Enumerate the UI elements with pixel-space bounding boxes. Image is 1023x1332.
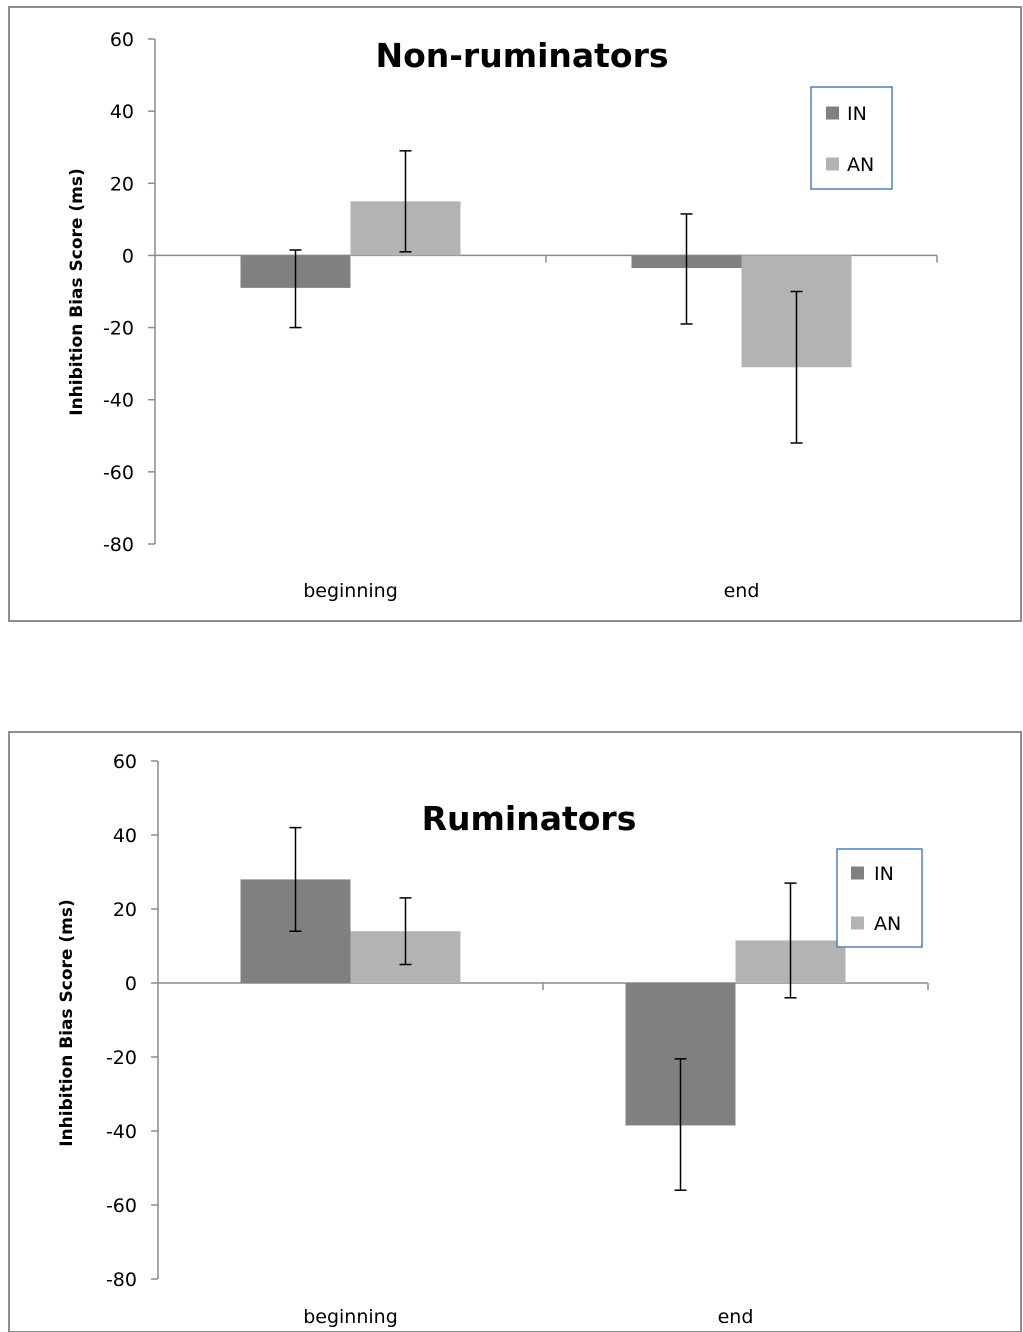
legend-label-an: AN [874, 913, 901, 935]
y-tick-label: -20 [106, 1047, 137, 1069]
y-tick-label: 60 [110, 29, 134, 51]
category-label-end: end [718, 1306, 754, 1328]
chart-title: Ruminators [422, 799, 637, 838]
chart-non-ruminators: 60 40 20 0 -20 -40 -60 -80 beginning end Non-rumin… [8, 6, 1022, 622]
y-tick-label: 60 [113, 751, 137, 773]
legend-swatch-an [826, 157, 839, 171]
category-label-beginning: beginning [303, 580, 398, 602]
y-tick-label: -80 [103, 534, 134, 556]
y-tick-label: 20 [110, 173, 134, 195]
chart-frame [8, 6, 1022, 622]
y-tick-label: 20 [113, 899, 137, 921]
y-tick-label: 0 [125, 973, 137, 995]
y-tick-label: 0 [122, 245, 134, 267]
y-tick-label: -60 [103, 462, 134, 484]
y-axis-label: Inhibition Bias Score (ms) [67, 168, 87, 416]
y-axis-label: Inhibition Bias Score (ms) [57, 899, 77, 1147]
y-tick-label: -40 [103, 390, 134, 412]
y-tick-label: 40 [110, 101, 134, 123]
category-label-beginning: beginning [303, 1306, 398, 1328]
y-tick-label: -60 [106, 1195, 137, 1217]
category-label-end: end [724, 580, 760, 602]
legend-box [810, 86, 893, 190]
chart-panel-ruminators: 60 40 20 0 -20 -40 -60 -80 beginning end Ruminator… [0, 725, 1023, 1332]
y-tick-label: 40 [113, 825, 137, 847]
y-tick-label: -80 [106, 1269, 137, 1291]
chart-title: Non-ruminators [375, 36, 668, 75]
legend-label-in: IN [847, 103, 867, 125]
legend-swatch-in [851, 866, 864, 880]
chart-frame [8, 731, 1022, 1332]
y-tick-label: -20 [103, 318, 134, 340]
legend-label-an: AN [847, 154, 874, 176]
chart-panel-non-ruminators: 60 40 20 0 -20 -40 -60 -80 beginning end Non-rumin… [0, 0, 1023, 625]
legend-swatch-in [826, 106, 839, 120]
legend-swatch-an [851, 916, 864, 930]
chart-ruminators: 60 40 20 0 -20 -40 -60 -80 beginning end Ruminator… [8, 731, 1022, 1332]
y-tick-label: -40 [106, 1121, 137, 1143]
legend-label-in: IN [874, 863, 894, 885]
legend-box [836, 848, 923, 948]
